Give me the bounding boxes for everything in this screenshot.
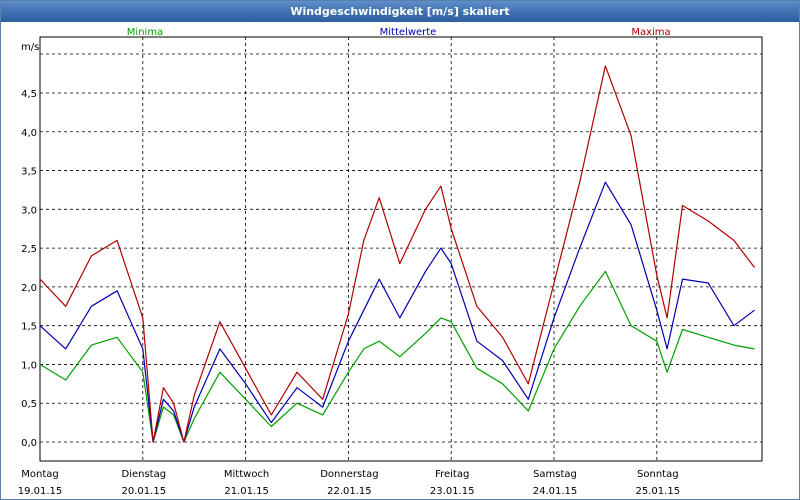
legend-minima: Minima bbox=[127, 27, 163, 38]
y-tick-label: 1,0 bbox=[21, 360, 37, 371]
y-axis-unit-label: m/s bbox=[21, 42, 39, 53]
y-tick-label: 3,0 bbox=[21, 205, 37, 216]
x-tick-date: 24.01.15 bbox=[533, 486, 578, 497]
x-tick-day: Samstag bbox=[533, 469, 577, 480]
x-tick-date: 22.01.15 bbox=[327, 486, 372, 497]
y-tick-label: 2,0 bbox=[21, 283, 37, 294]
legend-mittelwerte: Mittelwerte bbox=[380, 27, 437, 38]
y-tick-label: 0,0 bbox=[21, 438, 37, 449]
x-tick-date: 23.01.15 bbox=[430, 486, 475, 497]
plot-area: 0,0 0,5 1,0 1,5 2,0 2,5 3,0 3,5 4,0 4,5 Montag 19.0… bbox=[18, 36, 763, 497]
y-tick-label: 0,5 bbox=[21, 399, 37, 410]
plot-border bbox=[39, 36, 763, 462]
series-line-maxima bbox=[39, 65, 755, 443]
y-tick-label: 2,5 bbox=[21, 244, 37, 255]
y-tick-label: 3,5 bbox=[21, 167, 37, 178]
window-title: Windgeschwindigkeit [m/s] skaliert bbox=[1, 1, 799, 22]
x-tick-day: Freitag bbox=[435, 469, 469, 480]
x-tick-date: 25.01.15 bbox=[636, 486, 681, 497]
y-tick-label: 1,5 bbox=[21, 322, 37, 333]
x-tick-date: 20.01.15 bbox=[122, 486, 167, 497]
legend-maxima: Maxima bbox=[631, 27, 670, 38]
x-tick-day: Donnerstag bbox=[320, 469, 378, 480]
x-tick-date: 21.01.15 bbox=[224, 486, 269, 497]
series-line-minima bbox=[39, 270, 755, 443]
x-tick-day: Dienstag bbox=[122, 469, 167, 480]
x-tick-day: Montag bbox=[21, 469, 58, 480]
x-tick-date: 19.01.15 bbox=[18, 486, 63, 497]
y-tick-label: 4,0 bbox=[21, 128, 37, 139]
series-line-mittelwerte bbox=[39, 181, 755, 443]
y-tick-label: 4,5 bbox=[21, 89, 37, 100]
x-tick-day: Mittwoch bbox=[224, 469, 269, 480]
x-tick-day: Sonntag bbox=[637, 469, 679, 480]
